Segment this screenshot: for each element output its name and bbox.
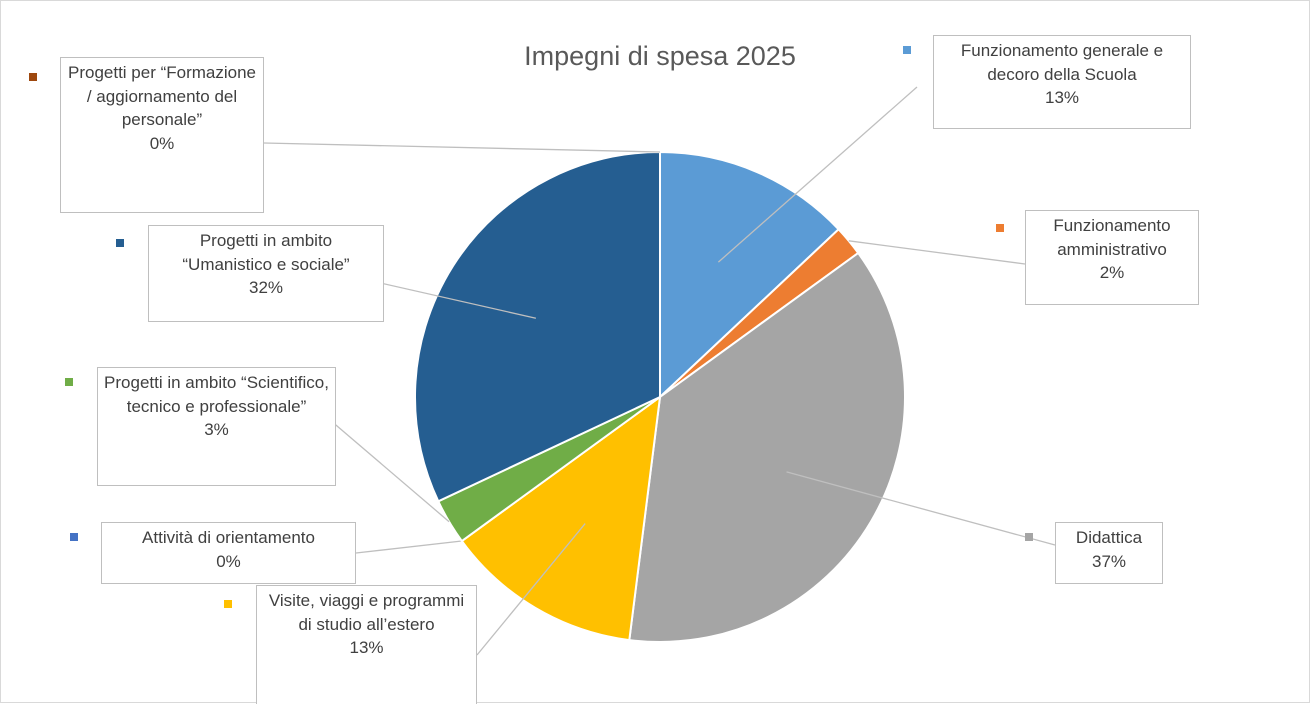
category-label: Visite, viaggi e programmi di studio all… [268, 591, 465, 634]
value-label: 0% [216, 551, 241, 571]
data-label: Progetti in ambito “Scientifico, tecnico… [97, 367, 336, 486]
data-label: Funzionamento generale e decoro della Sc… [933, 35, 1191, 129]
leader-line [786, 471, 1056, 546]
pie-slice [414, 150, 661, 503]
pie-slice [659, 150, 841, 400]
category-label: Funzionamento amministrativo [1053, 216, 1171, 259]
value-label: 13% [1044, 88, 1080, 107]
pie-slice [460, 394, 662, 642]
legend-marker [903, 46, 911, 54]
leader-line [848, 240, 1026, 265]
data-label: Progetti in ambito “Umanistico e sociale… [148, 225, 384, 322]
value-label: 2% [1099, 263, 1125, 282]
legend-marker [224, 600, 232, 608]
data-label: Progetti per “Formazione / aggiornamento… [60, 57, 264, 213]
leader-line [329, 419, 450, 523]
leader-line [375, 281, 537, 319]
legend-marker [116, 239, 124, 247]
legend-marker [70, 533, 78, 541]
value-label: 32% [248, 278, 284, 297]
value-label: 37% [1091, 551, 1127, 571]
leader-line [263, 142, 661, 153]
leader-line [355, 540, 462, 554]
category-label: Progetti in ambito “Umanistico e sociale… [182, 231, 350, 274]
category-label: Progetti in ambito “Scientifico, tecnico… [104, 373, 329, 416]
leader-line [476, 523, 586, 656]
data-label: Didattica 37% [1055, 522, 1163, 584]
data-label: Visite, viaggi e programmi di studio all… [256, 585, 477, 704]
category-label: Funzionamento generale e decoro della Sc… [960, 41, 1164, 84]
legend-marker [65, 378, 73, 386]
value-label: 3% [204, 420, 229, 439]
legend-marker [996, 224, 1004, 232]
category-label: Progetti per “Formazione / aggiornamento… [67, 63, 257, 129]
pie-slice [628, 251, 906, 643]
value-label: 13% [349, 638, 384, 657]
legend-marker [29, 73, 37, 81]
chart-title: Impegni di spesa 2025 [524, 41, 796, 71]
leader-line [717, 86, 918, 263]
value-label: 0% [149, 133, 175, 153]
data-label: Funzionamento amministrativo 2% [1025, 210, 1199, 305]
category-label: Didattica [1075, 528, 1143, 547]
data-label: Attività di orientamento 0% [101, 522, 356, 584]
legend-marker [1025, 533, 1033, 541]
category-label: Attività di orientamento [142, 528, 315, 547]
